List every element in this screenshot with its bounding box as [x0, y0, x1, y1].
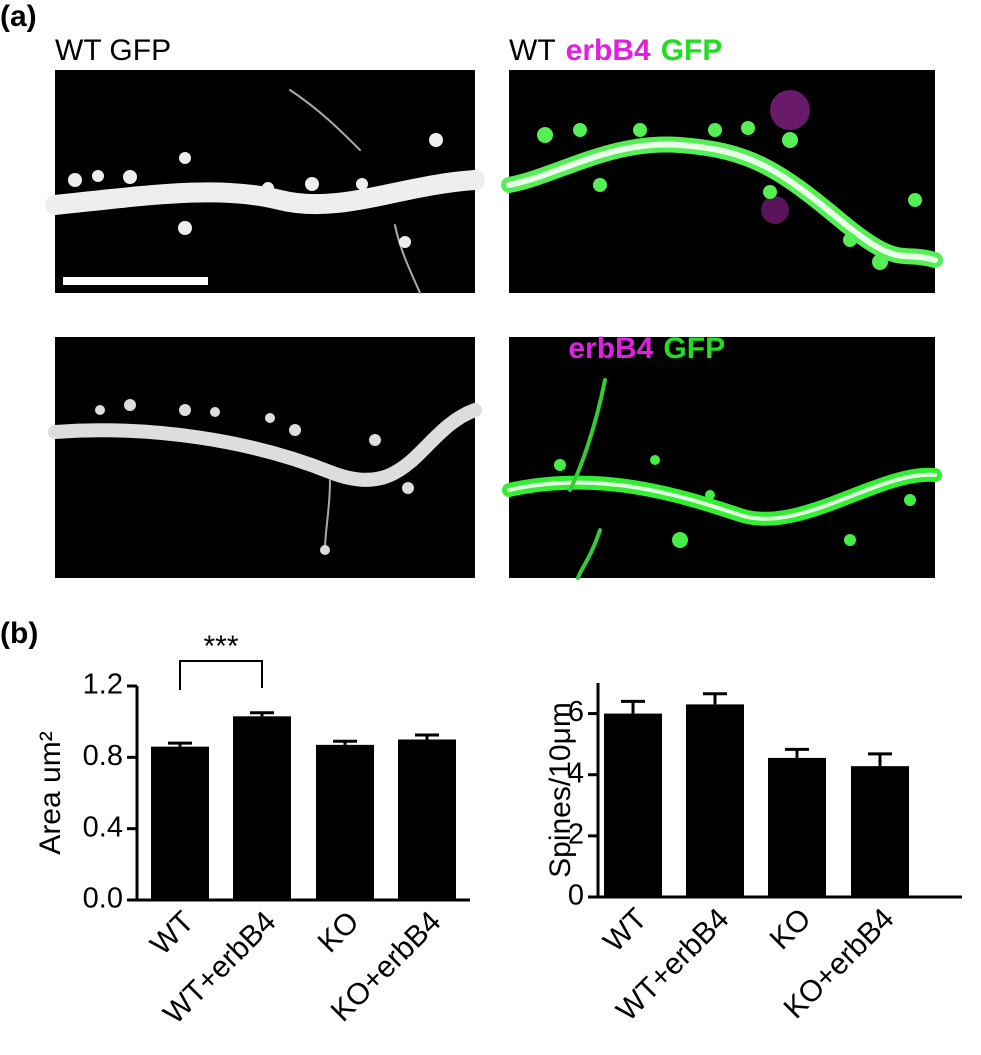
image-label: KO erbB4 GFP — [515, 332, 725, 365]
x-tick-label: WT — [597, 902, 653, 958]
x-tick-label: KO — [764, 902, 818, 956]
bar — [768, 757, 826, 897]
micrograph — [45, 70, 485, 294]
error-bar — [333, 739, 357, 745]
label-part: GFP — [663, 332, 725, 365]
x-tick-label: WT — [144, 905, 200, 961]
y-tick-label: 0.4 — [83, 811, 123, 843]
y-tick-label: 4 — [568, 757, 584, 789]
bar — [151, 746, 209, 900]
label-part: WT — [509, 34, 556, 67]
y-axis-label: Spines/10μm — [544, 702, 577, 878]
label-part: KO GFP — [55, 332, 168, 365]
bar — [686, 704, 744, 897]
error-bar — [250, 711, 274, 717]
bar — [851, 766, 909, 897]
label-part: erbB4 — [568, 332, 653, 365]
image-label: WT GFP — [55, 34, 171, 67]
error-bar — [621, 699, 645, 714]
label-part: WT GFP — [55, 34, 171, 67]
y-axis-label: Area um² — [34, 731, 67, 854]
micrograph — [48, 337, 482, 578]
y-tick-label: 0 — [568, 880, 584, 912]
y-tick-label: 0.0 — [83, 883, 123, 915]
bar — [398, 739, 456, 900]
image-label: KO GFP — [55, 332, 168, 365]
panel-label: (b) — [0, 617, 38, 650]
error-bar — [415, 733, 439, 740]
y-tick-label: 0.8 — [83, 740, 123, 772]
label-part: GFP — [661, 34, 723, 67]
annotation: *** — [203, 630, 238, 663]
error-bar — [785, 747, 809, 758]
panel-label: (a) — [0, 0, 37, 33]
micrograph — [501, 70, 943, 293]
y-tick-label: 1.2 — [83, 669, 123, 701]
x-tick-label: KO — [312, 905, 366, 959]
bar — [316, 744, 374, 900]
scale-bar — [63, 277, 208, 285]
error-bar — [703, 692, 727, 705]
bracket — [179, 660, 263, 690]
image-label: WT erbB4 GFP — [509, 34, 722, 67]
y-tick-label: 6 — [568, 696, 584, 728]
y-tick-label: 2 — [568, 819, 584, 851]
error-bar — [868, 752, 892, 767]
micrograph — [502, 337, 942, 580]
error-bar — [168, 741, 192, 747]
label-part: erbB4 — [566, 34, 651, 67]
bar — [604, 713, 662, 897]
label-part: KO — [515, 332, 558, 365]
bar — [233, 716, 291, 900]
